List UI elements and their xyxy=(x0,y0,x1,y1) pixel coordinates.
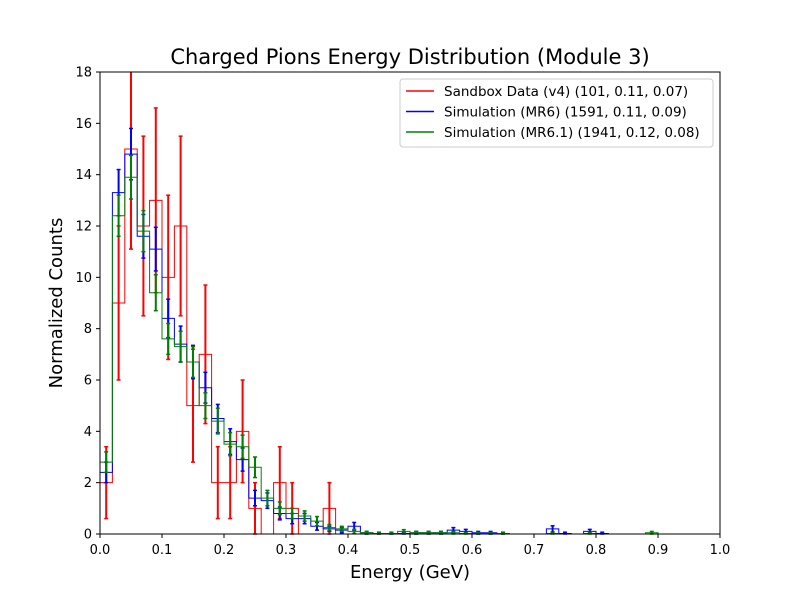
error-bar xyxy=(153,226,158,272)
error-bar xyxy=(352,528,357,535)
error-bar xyxy=(401,528,406,534)
error-bar xyxy=(166,322,171,356)
x-tick-label: 0.2 xyxy=(214,543,235,558)
x-tick-label: 0.8 xyxy=(586,543,607,558)
error-bar xyxy=(178,135,183,317)
error-bar xyxy=(327,523,332,532)
legend-label: Simulation (MR6.1) (1941, 0.12, 0.08) xyxy=(444,125,700,141)
error-bar xyxy=(215,445,220,520)
error-bar xyxy=(104,451,109,474)
x-tick-label: 0.5 xyxy=(400,543,421,558)
y-tick-label: 2 xyxy=(84,476,92,491)
x-tick-label: 0.6 xyxy=(462,543,483,558)
legend-label: Simulation (MR6) (1591, 0.11, 0.09) xyxy=(444,105,687,121)
chart-title: Charged Pions Energy Distribution (Modul… xyxy=(170,45,649,69)
error-bar xyxy=(228,431,233,457)
error-bar xyxy=(253,456,257,479)
x-tick-label: 0.9 xyxy=(648,543,669,558)
legend-item-1: Simulation (MR6) (1591, 0.11, 0.09) xyxy=(406,105,687,121)
error-bar xyxy=(153,274,158,312)
y-tick-label: 4 xyxy=(84,425,92,440)
error-bar xyxy=(302,510,307,522)
legend-item-0: Sandbox Data (v4) (101, 0.11, 0.07) xyxy=(406,84,688,100)
error-bar xyxy=(203,392,208,420)
legend-label: Sandbox Data (v4) (101, 0.11, 0.07) xyxy=(444,84,688,100)
error-bar xyxy=(129,154,133,200)
error-bar xyxy=(339,525,344,533)
error-bar xyxy=(265,489,270,507)
error-bar xyxy=(277,501,282,516)
error-bar xyxy=(240,434,245,460)
x-tick-label: 1.0 xyxy=(710,543,731,558)
y-tick-label: 12 xyxy=(75,220,92,235)
error-bar xyxy=(290,507,295,520)
error-bar xyxy=(178,330,183,363)
error-bar xyxy=(215,407,220,435)
error-bar xyxy=(253,489,257,507)
x-tick-label: 0.1 xyxy=(152,543,173,558)
y-tick-label: 18 xyxy=(75,66,92,81)
legend-box xyxy=(399,78,714,148)
y-tick-label: 6 xyxy=(84,374,92,389)
y-axis-ticks: 0 2 4 6 8 10 12 14 16 18 xyxy=(75,66,100,543)
y-tick-label: 14 xyxy=(75,168,92,183)
error-bar xyxy=(191,345,195,379)
y-tick-label: 8 xyxy=(84,322,92,337)
legend: Sandbox Data (v4) (101, 0.11, 0.07) Simul… xyxy=(399,78,714,148)
x-axis-ticks: 0.0 0.1 0.2 0.3 0.4 0.5 0.6 0.7 0.8 0.9 1.0 xyxy=(90,534,731,558)
y-tick-label: 10 xyxy=(75,271,92,286)
legend-item-2: Simulation (MR6.1) (1941, 0.12, 0.08) xyxy=(406,125,700,141)
y-axis-title: Normalized Counts xyxy=(46,218,67,389)
x-tick-label: 0.4 xyxy=(338,543,359,558)
x-tick-label: 0.3 xyxy=(276,543,297,558)
y-tick-label: 0 xyxy=(84,528,92,543)
error-bar xyxy=(315,515,319,527)
error-bar xyxy=(141,209,146,253)
y-tick-label: 16 xyxy=(75,117,92,132)
x-tick-label: 0.7 xyxy=(524,543,545,558)
x-tick-label: 0.0 xyxy=(90,543,111,558)
x-axis-title: Energy (GeV) xyxy=(350,562,470,583)
error-bar xyxy=(116,194,121,238)
